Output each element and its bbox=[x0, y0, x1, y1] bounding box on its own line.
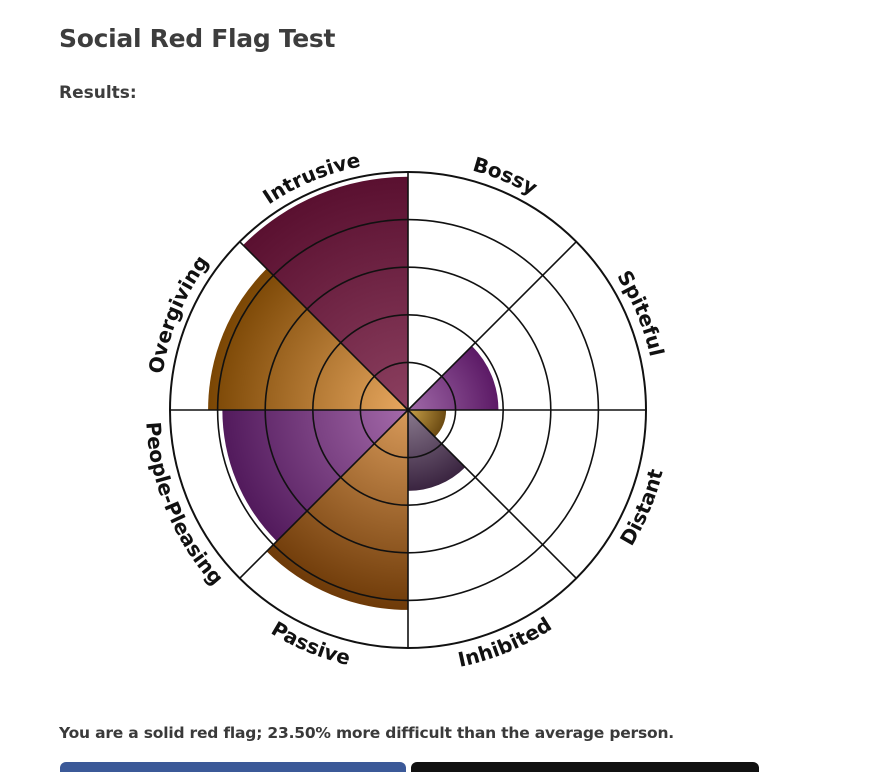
share-button[interactable] bbox=[60, 762, 406, 772]
spoke-8 bbox=[239, 241, 409, 411]
wedge-inhibited bbox=[408, 410, 466, 491]
retake-button[interactable] bbox=[411, 762, 759, 772]
spoke-4 bbox=[407, 409, 577, 579]
page-title: Social Red Flag Test bbox=[59, 24, 336, 53]
wedge-distant bbox=[408, 410, 447, 437]
results-label: Results: bbox=[59, 83, 137, 103]
wedge-overgiving bbox=[208, 268, 408, 410]
red-flag-chart: Bossy Spiteful Distant Inhibited Passive Peop… bbox=[110, 130, 710, 700]
result-summary: You are a solid red flag; 23.50% more di… bbox=[59, 724, 674, 742]
red-flag-chart-svg: BossySpitefulDistantInhibitedPassivePeop… bbox=[141, 148, 669, 672]
wedge-spiteful bbox=[408, 346, 499, 410]
spoke-6 bbox=[239, 409, 409, 579]
wedge-passive bbox=[266, 410, 408, 610]
spoke-2 bbox=[407, 241, 577, 411]
